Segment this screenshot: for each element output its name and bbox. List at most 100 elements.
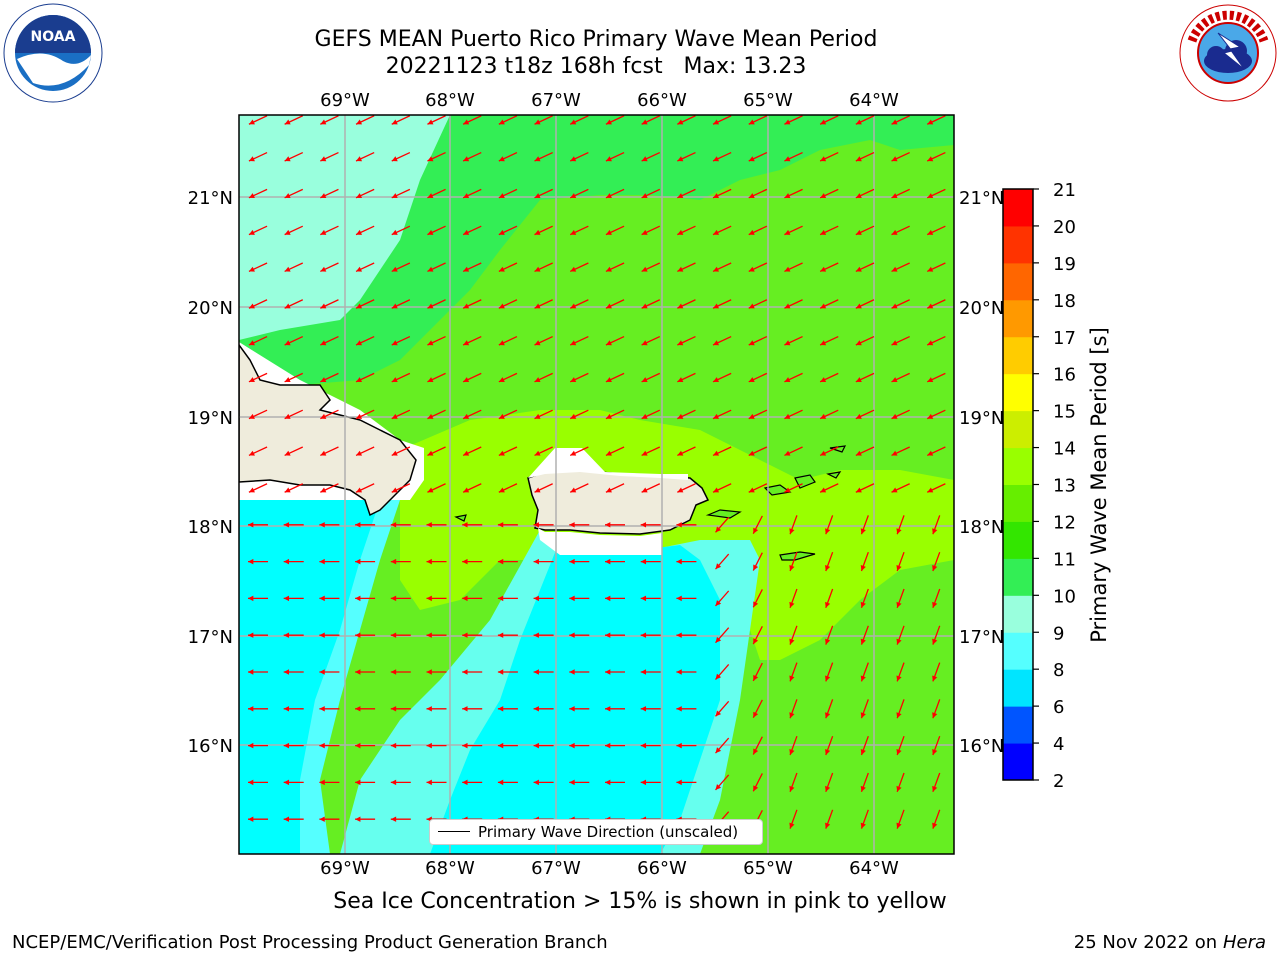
wave-arrow xyxy=(355,595,376,602)
wave-arrow xyxy=(640,558,661,565)
wave-arrow xyxy=(355,522,376,528)
wave-arrow xyxy=(427,225,446,236)
wave-arrow xyxy=(605,188,625,199)
wave-arrow xyxy=(932,772,941,793)
wave-arrow xyxy=(427,409,446,420)
wave-arrow xyxy=(825,588,834,609)
wave-arrow xyxy=(497,595,518,602)
wave-arrow xyxy=(677,225,696,236)
wave-arrow xyxy=(926,409,946,420)
wave-arrow xyxy=(319,558,340,565)
wave-arrow xyxy=(391,262,411,273)
wave-arrow xyxy=(896,625,905,645)
wave-arrow xyxy=(860,551,869,572)
wave-arrow xyxy=(534,483,553,493)
wave-arrow xyxy=(320,188,339,199)
wave-arrow xyxy=(248,151,268,162)
lon-label: 65°W xyxy=(743,858,793,879)
wave-arrow xyxy=(677,151,696,162)
wave-arrow xyxy=(320,299,339,309)
colorbar-segment xyxy=(1003,595,1033,633)
colorbar-tick-label: 16 xyxy=(1053,365,1076,386)
wave-arrow xyxy=(926,262,946,273)
wave-arrow xyxy=(391,483,411,493)
wave-arrow xyxy=(390,816,411,822)
wave-arrow xyxy=(534,151,553,162)
lon-label: 68°W xyxy=(425,90,475,111)
wave-arrow xyxy=(320,262,339,273)
wave-arrow xyxy=(355,151,375,162)
wave-arrow xyxy=(640,522,661,528)
wave-arrow xyxy=(825,735,834,756)
wave-arrow xyxy=(641,299,661,309)
wave-arrow xyxy=(640,706,661,712)
lon-label: 65°W xyxy=(743,90,793,111)
wave-arrow xyxy=(784,299,803,309)
wave-arrow xyxy=(248,779,268,786)
wave-arrow xyxy=(426,706,447,712)
wave-arrow xyxy=(712,409,732,420)
wave-arrow xyxy=(569,299,589,309)
wave-arrow xyxy=(534,262,553,273)
colorbar-tick-label: 6 xyxy=(1053,697,1064,718)
wave-arrow xyxy=(819,409,839,420)
wave-arrow xyxy=(497,706,518,712)
wave-arrow xyxy=(748,262,768,273)
wave-arrow xyxy=(284,446,304,457)
colorbar-segment xyxy=(1003,521,1033,559)
wave-arrow xyxy=(605,779,625,786)
wave-arrow xyxy=(748,151,768,162)
wave-arrow xyxy=(605,595,625,602)
wave-arrow xyxy=(248,669,268,675)
wave-arrow xyxy=(569,335,589,346)
lat-label: 16°N xyxy=(959,736,1004,757)
wave-arrow xyxy=(497,779,518,786)
wave-arrow xyxy=(319,816,340,822)
wave-arrow xyxy=(391,372,411,383)
wave-arrow xyxy=(891,188,910,199)
colorbar-tick-label: 11 xyxy=(1053,549,1076,570)
colorbar-segment xyxy=(1003,410,1033,449)
wave-arrow xyxy=(891,409,910,420)
wave-arrow xyxy=(715,774,730,791)
wave-arrow xyxy=(462,372,482,383)
colorbar-tick-label: 14 xyxy=(1053,439,1076,460)
colorbar: 2 4 6 8 9 10 11 12 13 14 15 16 17 18 19 20 21 xyxy=(1002,180,1076,792)
wave-arrow xyxy=(462,446,482,457)
wave-arrow xyxy=(319,522,340,528)
wave-arrow xyxy=(320,225,339,236)
puerto-rico-mask xyxy=(528,448,688,480)
colorbar-tick-label: 9 xyxy=(1053,623,1064,644)
wave-arrow xyxy=(427,372,446,383)
wave-arrow xyxy=(390,669,411,675)
wave-arrow xyxy=(462,742,483,749)
wave-arrow xyxy=(748,446,768,457)
wave-arrow xyxy=(355,632,376,638)
wave-arrow xyxy=(355,446,375,457)
wave-arrow xyxy=(533,595,554,602)
wave-arrow xyxy=(926,335,946,346)
wave-arrow xyxy=(498,188,518,199)
wave-arrow xyxy=(248,816,268,822)
wave-arrow xyxy=(569,742,590,749)
wave-arrow xyxy=(283,742,304,749)
wave-arrow xyxy=(855,446,875,457)
wave-arrow xyxy=(427,446,446,457)
chart-subtitle: 20221123 t18z 168h fcst Max: 13.23 xyxy=(385,54,807,79)
wave-arrow xyxy=(932,699,941,719)
wave-arrow xyxy=(462,409,482,420)
wave-arrow xyxy=(855,188,875,199)
wave-arrow xyxy=(855,335,875,346)
wave-arrow xyxy=(391,299,411,309)
nws-logo xyxy=(1179,4,1277,102)
colorbar-tick-label: 17 xyxy=(1053,328,1076,349)
wave-arrow xyxy=(752,662,763,682)
wave-arrow xyxy=(641,225,661,236)
lat-labels-right: 21°N 20°N 19°N 18°N 17°N 16°N xyxy=(959,188,1004,757)
wave-arrow xyxy=(605,115,625,125)
wave-arrow xyxy=(427,188,446,199)
wave-arrow xyxy=(752,625,763,645)
wave-arrow xyxy=(390,779,411,786)
wave-arrow xyxy=(427,151,446,162)
